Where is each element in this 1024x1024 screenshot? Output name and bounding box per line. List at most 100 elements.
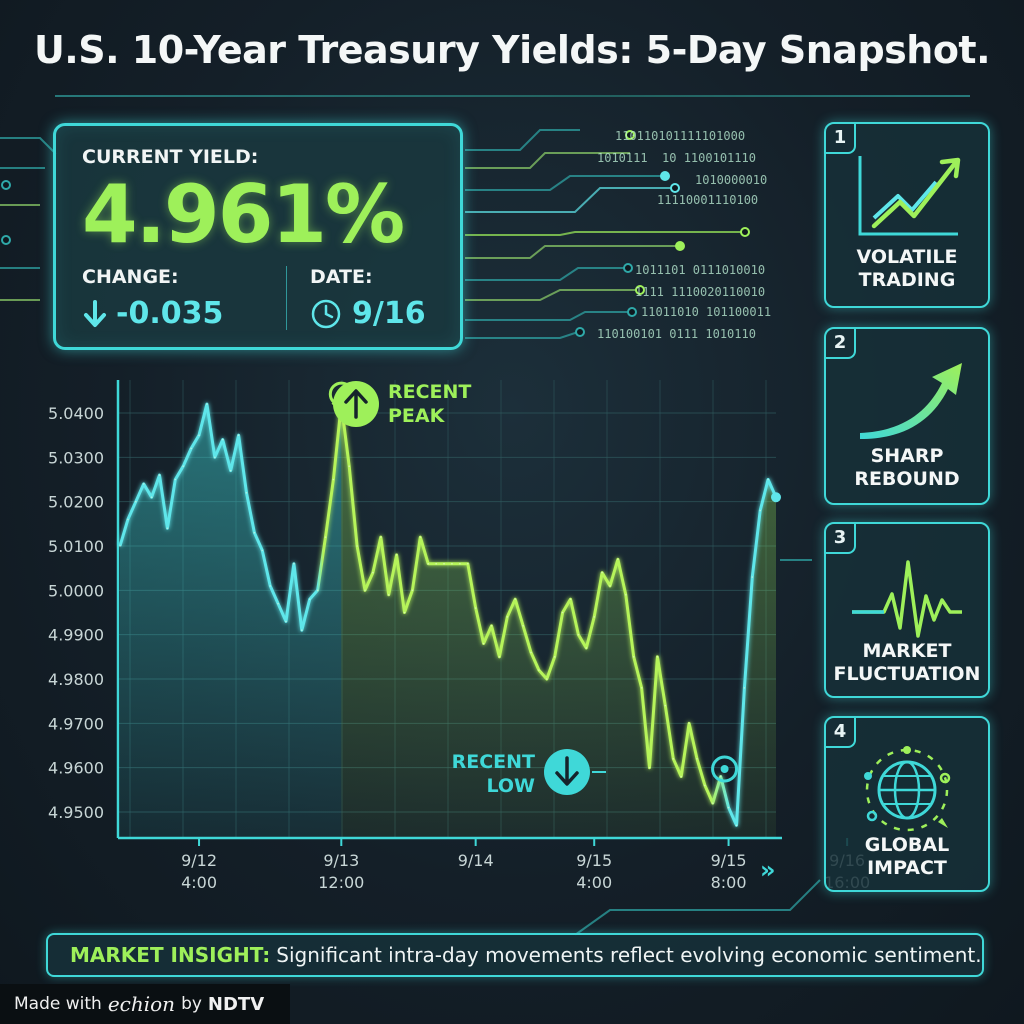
data-point: [514, 598, 516, 600]
data-point: [704, 784, 706, 787]
data-point: [150, 496, 153, 499]
y-tick-label: 4.9600: [48, 759, 104, 778]
x-tick-label: 9/12: [181, 851, 217, 870]
clock-icon: [311, 299, 341, 328]
card-label-line1: MARKET: [862, 640, 952, 662]
side-card-market-fluctuation: 3 MARKET FLUCTUATION: [824, 522, 990, 698]
rising-zigzag-arrow-icon: [858, 156, 961, 236]
y-axis-ticks: 5.0400 5.0300 5.0200 5.0100 5.0000 4.9900 4.98…: [48, 404, 104, 822]
data-point: [735, 824, 738, 827]
data-point: [459, 562, 461, 565]
card-label-line1: VOLATILE: [856, 246, 958, 268]
x-tick-label-time: 12:00: [318, 873, 364, 892]
data-point: [427, 562, 430, 565]
y-tick-label: 4.9700: [48, 714, 104, 733]
low-marker-dot: [720, 765, 729, 773]
data-point: [593, 616, 596, 618]
data-point: [127, 518, 129, 521]
data-point: [245, 492, 248, 494]
low-label-line1: RECENT: [452, 751, 535, 773]
market-insight-banner: MARKET INSIGHT: Significant intra-day mo…: [46, 933, 984, 977]
data-point: [198, 434, 200, 436]
binary-line: 1011101 0111010010: [635, 263, 766, 277]
x-tick-label: 9/14: [458, 851, 494, 870]
card-label-line2: REBOUND: [854, 468, 960, 490]
data-point: [569, 598, 572, 600]
curved-up-arrow-icon: [860, 363, 962, 439]
card-number: 1: [826, 124, 856, 154]
side-card-volatile-trading: 1 VOLATILE TRADING: [824, 122, 990, 308]
y-tick-label: 4.9900: [48, 626, 104, 645]
data-point: [553, 656, 556, 658]
y-tick-label: 5.0300: [48, 448, 104, 467]
chart-annotations: RECENT PEAK RECENT LOW »: [333, 381, 776, 884]
data-point: [435, 562, 437, 565]
low-label-line2: LOW: [486, 775, 535, 797]
card-number: 2: [826, 329, 856, 359]
area-fill-segment: [341, 404, 776, 838]
y-tick-label: 4.9500: [48, 803, 104, 822]
data-point: [474, 607, 477, 609]
date-label: DATE:: [310, 266, 373, 288]
data-point: [585, 647, 588, 649]
data-point: [158, 474, 161, 476]
data-point: [609, 585, 611, 587]
echion-logo: echion: [107, 992, 176, 1016]
card-label-line1: SHARP: [870, 445, 944, 467]
globe-network-icon: [864, 746, 951, 832]
binary-line: 1111 1110020110010: [635, 285, 766, 299]
data-point: [466, 562, 469, 565]
card-label-line1: GLOBAL: [864, 834, 950, 856]
data-point: [261, 549, 264, 552]
data-point: [688, 722, 690, 725]
data-point: [316, 589, 319, 592]
card-label: SHARP REBOUND: [826, 445, 988, 491]
data-point: [332, 478, 335, 481]
data-point: [206, 403, 208, 405]
data-point: [403, 611, 406, 614]
data-point: [135, 500, 137, 503]
end-point-marker: [771, 492, 781, 503]
data-point: [672, 758, 675, 760]
data-point: [253, 531, 256, 534]
chart-area-fill: [120, 404, 776, 838]
x-tick-label-time: 8:00: [711, 873, 747, 892]
side-card-global-impact: 4 GLOBAL IMPACT: [824, 716, 990, 892]
data-point: [617, 558, 619, 561]
data-point: [372, 571, 374, 574]
data-point: [285, 620, 287, 623]
data-point: [443, 562, 445, 565]
data-point: [680, 775, 682, 778]
binary-line: 1010000010: [695, 173, 768, 187]
peak-label-line2: PEAK: [388, 405, 446, 427]
data-point: [767, 478, 769, 481]
data-point: [506, 616, 509, 618]
card-label-line2: TRADING: [858, 269, 956, 291]
x-tick-label: 9/15: [711, 851, 747, 870]
data-point: [364, 589, 366, 592]
binary-line: 110100101 0111 1010110: [597, 327, 756, 341]
peak-label-line1: RECENT: [388, 381, 471, 403]
x-tick-label: 9/15: [576, 851, 612, 870]
insight-text: Significant intra-day movements reflect …: [276, 943, 982, 967]
data-point: [348, 465, 351, 468]
series-line: [118, 402, 778, 827]
data-point: [664, 704, 667, 707]
data-point: [324, 536, 327, 538]
data-point: [696, 758, 698, 760]
y-tick-label: 4.9800: [48, 670, 104, 689]
data-point: [451, 562, 453, 565]
x-tick-label: 9/13: [323, 851, 359, 870]
data-point: [300, 629, 303, 632]
chart-axes: [116, 380, 782, 840]
recent-low-callout: RECENT LOW: [452, 749, 606, 797]
data-point: [632, 656, 635, 658]
pulse-wave-icon: [852, 560, 962, 638]
current-yield-label: CURRENT YIELD:: [82, 146, 259, 168]
data-point: [182, 465, 185, 468]
footer-credit: Made with echion by NDTV: [0, 984, 290, 1024]
data-point: [293, 562, 295, 565]
area-fill-segment: [120, 404, 342, 838]
ndtv-logo: NDTV: [207, 993, 265, 1015]
